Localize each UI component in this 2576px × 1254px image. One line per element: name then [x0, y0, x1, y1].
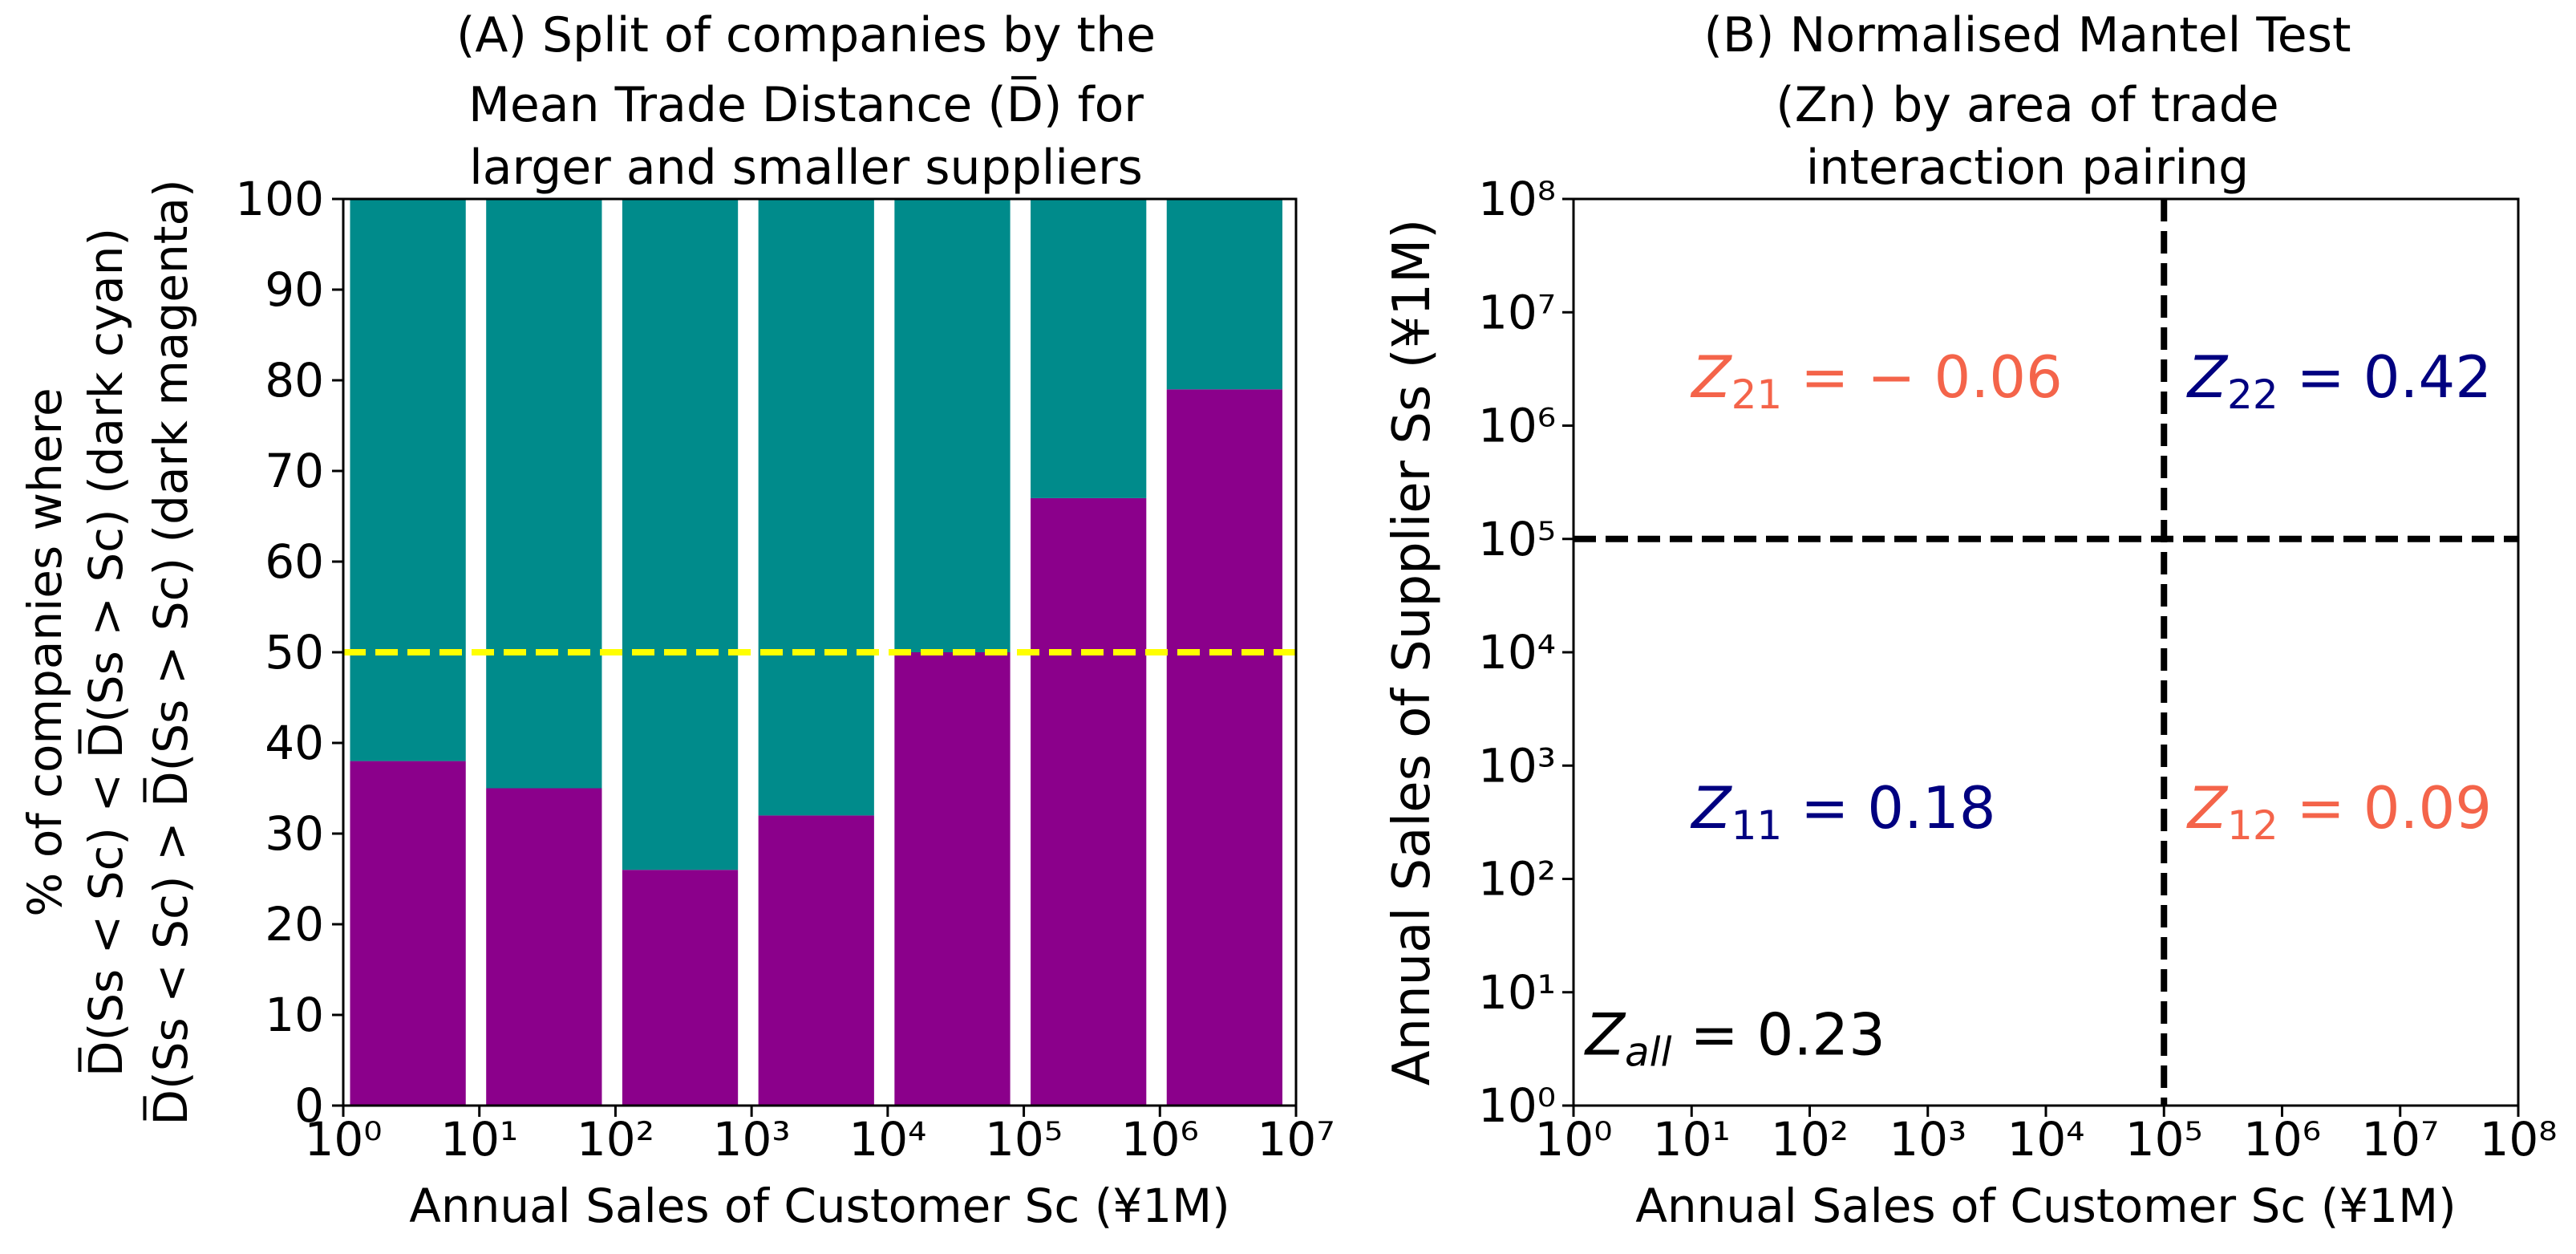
x-tick-label: 10⁷ [2361, 1112, 2439, 1167]
panel-a-title-line-3: larger and smaller suppliers [469, 140, 1143, 196]
y-tick-label: 10⁵ [1478, 512, 1556, 566]
y-tick-label: 70 [265, 444, 324, 498]
x-tick-label: 10⁶ [1121, 1112, 1199, 1167]
panel-b-title-line-2: (Zn) by area of trade [1776, 77, 2278, 133]
x-tick-label: 10¹ [440, 1112, 518, 1167]
y-tick-label: 10 [265, 988, 324, 1042]
mantel-annotation-z21: Z21 = − 0.06 [1690, 343, 2063, 418]
panel-b-x-axis-label: Annual Sales of Customer Sc (¥1M) [1635, 1179, 2457, 1233]
x-tick-label: 10² [1771, 1112, 1849, 1167]
y-tick-label: 20 [265, 897, 324, 952]
panel-b-title-line-1: (B) Normalised Mantel Test [1703, 7, 2351, 63]
panel-a: (A) Split of companies by the Mean Trade… [18, 7, 1335, 1233]
x-tick-label: 10⁸ [2479, 1112, 2557, 1167]
bar-cyan-3 [622, 199, 739, 870]
mantel-annotation-z11: Z11 = 0.18 [1690, 774, 1995, 849]
y-tick-label: 80 [265, 353, 324, 408]
panel-a-bars [350, 199, 1283, 1106]
bar-magenta-7 [1166, 389, 1283, 1106]
y-tick-label: 10³ [1478, 738, 1556, 793]
y-tick-label: 10⁰ [1478, 1078, 1556, 1133]
y-tick-label: 10¹ [1478, 965, 1556, 1020]
panel-a-y-axis-label-line-3: D̅(Ss < Sc) > D̅(Ss > Sc) (dark magenta) [142, 179, 198, 1125]
x-tick-label: 10⁶ [2243, 1112, 2321, 1167]
panel-b-y-axis-label: Annual Sales of Supplier Ss (¥1M) [1383, 219, 1442, 1086]
panel-a-ticks: 0 10 20 30 40 50 60 70 80 90 100 10⁰ 10¹ 10² 10³ 10⁴ 10⁵… [235, 172, 1335, 1167]
y-tick-label: 10⁷ [1478, 285, 1556, 339]
y-tick-label: 90 [265, 262, 324, 317]
y-tick-label: 10⁴ [1478, 625, 1556, 680]
x-tick-label: 10⁰ [1534, 1112, 1612, 1167]
bar-cyan-5 [894, 199, 1011, 652]
bar-cyan-7 [1166, 199, 1283, 390]
bar-cyan-4 [758, 199, 874, 816]
panel-b-title-line-3: interaction pairing [1806, 140, 2250, 196]
bar-magenta-6 [1031, 497, 1147, 1106]
bar-cyan-1 [350, 199, 466, 761]
bar-magenta-1 [350, 761, 466, 1106]
y-tick-label: 10⁶ [1478, 399, 1556, 453]
panel-b: (B) Normalised Mantel Test (Zn) by area … [1383, 7, 2558, 1233]
x-tick-label: 10⁴ [2007, 1112, 2084, 1167]
bar-magenta-5 [894, 652, 1011, 1106]
panel-a-y-axis-label-line-1: % of companies where [18, 388, 72, 916]
x-tick-label: 10⁵ [2125, 1112, 2203, 1167]
mantel-annotation-z22: Z22 = 0.42 [2186, 343, 2492, 418]
panel-b-ticks: 10⁰ 10¹ 10² 10³ 10⁴ 10⁵ 10⁶ 10⁷ 10⁸ 10⁰ 10¹ 10² 10³ 1… [1478, 172, 2558, 1167]
bar-magenta-4 [758, 815, 874, 1106]
y-tick-label: 60 [265, 534, 324, 589]
panel-a-title-line-2: Mean Trade Distance (D̅) for [468, 75, 1144, 133]
mantel-annotation-z12: Z12 = 0.09 [2186, 774, 2492, 849]
panel-a-y-axis-label-line-2: D̅(Ss < Sc) < D̅(Ss > Sc) (dark cyan) [77, 228, 133, 1077]
y-tick-label: 40 [265, 716, 324, 770]
x-tick-label: 10² [577, 1112, 654, 1167]
bar-cyan-2 [486, 199, 602, 789]
panel-b-axes-frame [1572, 197, 2520, 1107]
x-tick-label: 10¹ [1653, 1112, 1731, 1167]
y-tick-label: 10⁸ [1478, 172, 1556, 226]
y-tick-label: 50 [265, 625, 324, 680]
panel-a-x-axis-label: Annual Sales of Customer Sc (¥1M) [409, 1179, 1230, 1233]
panel-a-title-line-1: (A) Split of companies by the [456, 7, 1156, 63]
x-tick-label: 10⁷ [1257, 1112, 1335, 1167]
y-tick-label: 100 [235, 172, 324, 226]
bar-magenta-3 [622, 870, 739, 1106]
bar-magenta-2 [486, 788, 602, 1106]
x-tick-label: 10³ [713, 1112, 791, 1167]
mantel-annotation-zall: Zall = 0.23 [1584, 1000, 1885, 1075]
y-tick-label: 0 [294, 1078, 324, 1133]
y-tick-label: 10² [1478, 852, 1556, 907]
x-tick-label: 10⁴ [849, 1112, 926, 1167]
x-tick-label: 10⁵ [985, 1112, 1063, 1167]
x-tick-label: 10³ [1889, 1112, 1966, 1167]
x-tick-label: 10⁰ [304, 1112, 382, 1167]
panel-b-annotations: Z21 = − 0.06 Z22 = 0.42 Z11 = 0.18 Z12 = 0.… [1584, 343, 2492, 1075]
y-tick-label: 30 [265, 806, 324, 861]
bar-cyan-6 [1031, 199, 1147, 498]
